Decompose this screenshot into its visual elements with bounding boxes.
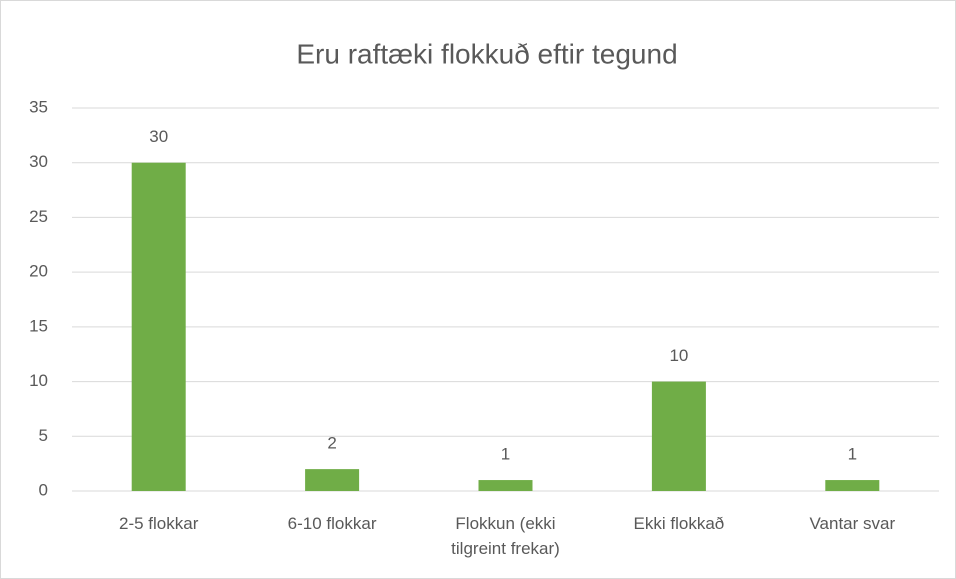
y-tick-label: 35 bbox=[29, 97, 48, 116]
x-tick-label: Flokkun (ekki tilgreint frekar) bbox=[451, 514, 560, 558]
data-label: 30 bbox=[149, 127, 168, 146]
y-tick-label: 15 bbox=[29, 316, 48, 335]
y-tick-label: 30 bbox=[29, 152, 48, 171]
data-label: 2 bbox=[327, 434, 336, 453]
bar bbox=[131, 162, 186, 491]
data-label: 1 bbox=[501, 445, 510, 464]
y-tick-label: 10 bbox=[29, 371, 48, 390]
data-label: 10 bbox=[669, 346, 688, 365]
bar bbox=[305, 469, 360, 491]
chart-title: Eru raftæki flokkuð eftir tegund bbox=[296, 38, 677, 69]
y-tick-label: 20 bbox=[29, 262, 48, 281]
bar bbox=[478, 480, 533, 491]
bar bbox=[651, 381, 706, 491]
x-tick-label: 2-5 flokkar bbox=[119, 514, 199, 533]
y-tick-label: 5 bbox=[39, 426, 48, 445]
bar bbox=[825, 480, 880, 491]
data-label: 1 bbox=[848, 445, 857, 464]
x-tick-label: Ekki flokkað bbox=[633, 514, 725, 533]
x-tick-label: Vantar svar bbox=[809, 514, 896, 533]
y-tick-label: 25 bbox=[29, 207, 48, 226]
x-tick-label: 6-10 flokkar bbox=[287, 514, 377, 533]
y-tick-label: 0 bbox=[39, 480, 48, 499]
